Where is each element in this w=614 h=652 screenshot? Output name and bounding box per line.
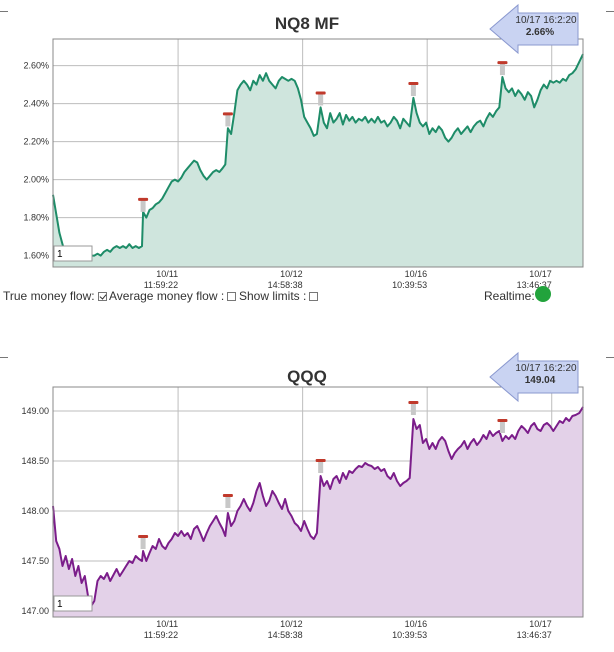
show-limits-label: Show limits : <box>239 289 307 303</box>
series-area <box>53 54 583 268</box>
event-marker-stem <box>499 63 505 76</box>
average-money-flow-control: Average money flow : <box>109 289 237 303</box>
series-line <box>52 406 584 607</box>
x-tick-date-label: 10/12 <box>280 269 303 279</box>
callout-arrow-shape <box>489 351 579 403</box>
x-tick-time-label: 11:59:22 <box>144 630 178 640</box>
x-tick-time-label: 10:39:53 <box>392 280 427 290</box>
y-tick-label: 147.50 <box>21 556 49 566</box>
series-area <box>53 407 583 617</box>
x-tick-date-label: 10/11 <box>156 619 178 629</box>
plot-border <box>52 38 584 268</box>
chart-input-value: 1 <box>57 599 63 610</box>
y-tick-label: 2.20% <box>23 137 49 147</box>
event-marker-stem <box>225 114 231 127</box>
x-tick-time-label: 11:59:22 <box>144 280 178 290</box>
callout-timestamp: 10/17 16:2:20 <box>515 15 577 26</box>
event-marker-flag[interactable] <box>222 494 233 497</box>
y-tick-label: 2.00% <box>23 175 49 185</box>
chart-input-box[interactable] <box>53 245 93 262</box>
y-tick-label: 1.80% <box>23 213 49 223</box>
callout-timestamp: 10/17 16:2:20 <box>515 363 577 374</box>
event-marker-flag[interactable] <box>497 61 508 65</box>
series-line <box>52 53 584 261</box>
event-marker-flag[interactable] <box>408 82 419 85</box>
event-marker-stem <box>140 537 146 549</box>
realtime-label: Realtime: <box>484 289 535 303</box>
event-marker-stem <box>410 84 416 96</box>
callout-value: 2.66% <box>526 27 554 38</box>
chart-input[interactable]: 1 <box>53 595 93 612</box>
x-tick-date-label: 10/17 <box>529 269 552 279</box>
chart-input-box[interactable] <box>53 595 93 612</box>
event-marker-flag[interactable] <box>138 197 149 201</box>
realtime-status-indicator[interactable] <box>535 286 551 302</box>
chart-input-value: 1 <box>57 249 63 260</box>
event-marker-stem <box>225 496 231 508</box>
y-tick-label: 1.60% <box>23 251 49 261</box>
average-money-flow-checkbox[interactable] <box>227 292 237 301</box>
true-money-flow-control: True money flow: <box>3 289 107 303</box>
right-edge-mark <box>606 11 614 12</box>
x-tick-time-label: 13:46:37 <box>517 630 552 640</box>
true-money-flow-label: True money flow: <box>3 289 95 303</box>
left-edge-mark <box>0 11 8 12</box>
event-marker-stem <box>318 93 324 106</box>
event-marker-stem <box>410 403 416 415</box>
chart-input[interactable]: 1 <box>53 245 93 262</box>
realtime-callout: 10/17 16:2:202.66% <box>489 3 579 55</box>
event-marker-flag[interactable] <box>315 459 326 462</box>
event-marker-flag[interactable] <box>138 535 149 538</box>
event-marker-stem <box>140 199 146 212</box>
x-tick-time-label: 14:58:38 <box>268 280 303 290</box>
x-tick-date-label: 10/12 <box>280 619 303 629</box>
chart-2: 147.00 147.50 148.00 148.50 149.00 10/1111:59… <box>21 351 584 640</box>
y-tick-label: 149.00 <box>21 406 49 416</box>
y-tick-label: 2.60% <box>23 61 49 71</box>
x-tick-date-label: 10/17 <box>529 619 552 629</box>
event-marker-flag[interactable] <box>408 401 419 404</box>
chart-title: QQQ <box>287 367 327 386</box>
event-marker-stem <box>318 461 324 473</box>
callout-value: 149.04 <box>525 375 556 386</box>
plot-border <box>52 386 584 618</box>
chart-controls: True money flow: Average money flow : Sh… <box>3 288 611 306</box>
y-tick-label: 148.00 <box>21 506 49 516</box>
left-edge-mark <box>0 357 8 358</box>
x-tick-date-label: 10/16 <box>405 269 428 279</box>
x-tick-time-label: 13:46:37 <box>517 280 552 290</box>
event-marker-stem <box>499 421 505 433</box>
x-tick-time-label: 10:39:53 <box>392 630 427 640</box>
event-marker-flag[interactable] <box>497 419 508 422</box>
true-money-flow-checkbox[interactable] <box>97 292 107 301</box>
x-tick-date-label: 10/16 <box>405 619 428 629</box>
x-tick-date-label: 10/11 <box>156 269 178 279</box>
y-tick-label: 2.40% <box>23 99 49 109</box>
callout-arrow-shape <box>489 3 579 55</box>
event-marker-flag[interactable] <box>315 91 326 95</box>
event-marker-flag[interactable] <box>222 112 233 116</box>
show-limits-checkbox[interactable] <box>309 292 319 301</box>
average-money-flow-label: Average money flow : <box>109 289 225 303</box>
chart-title: NQ8 MF <box>275 14 339 33</box>
chart-1: 1.60% 1.80% 2.00% 2.20% 2.40% 2.60% 10/1111:59… <box>23 3 584 290</box>
x-tick-time-label: 14:58:38 <box>268 630 303 640</box>
y-tick-label: 148.50 <box>21 456 49 466</box>
show-limits-control: Show limits : <box>239 289 319 303</box>
right-edge-mark <box>606 357 614 358</box>
y-tick-label: 147.00 <box>21 606 49 616</box>
